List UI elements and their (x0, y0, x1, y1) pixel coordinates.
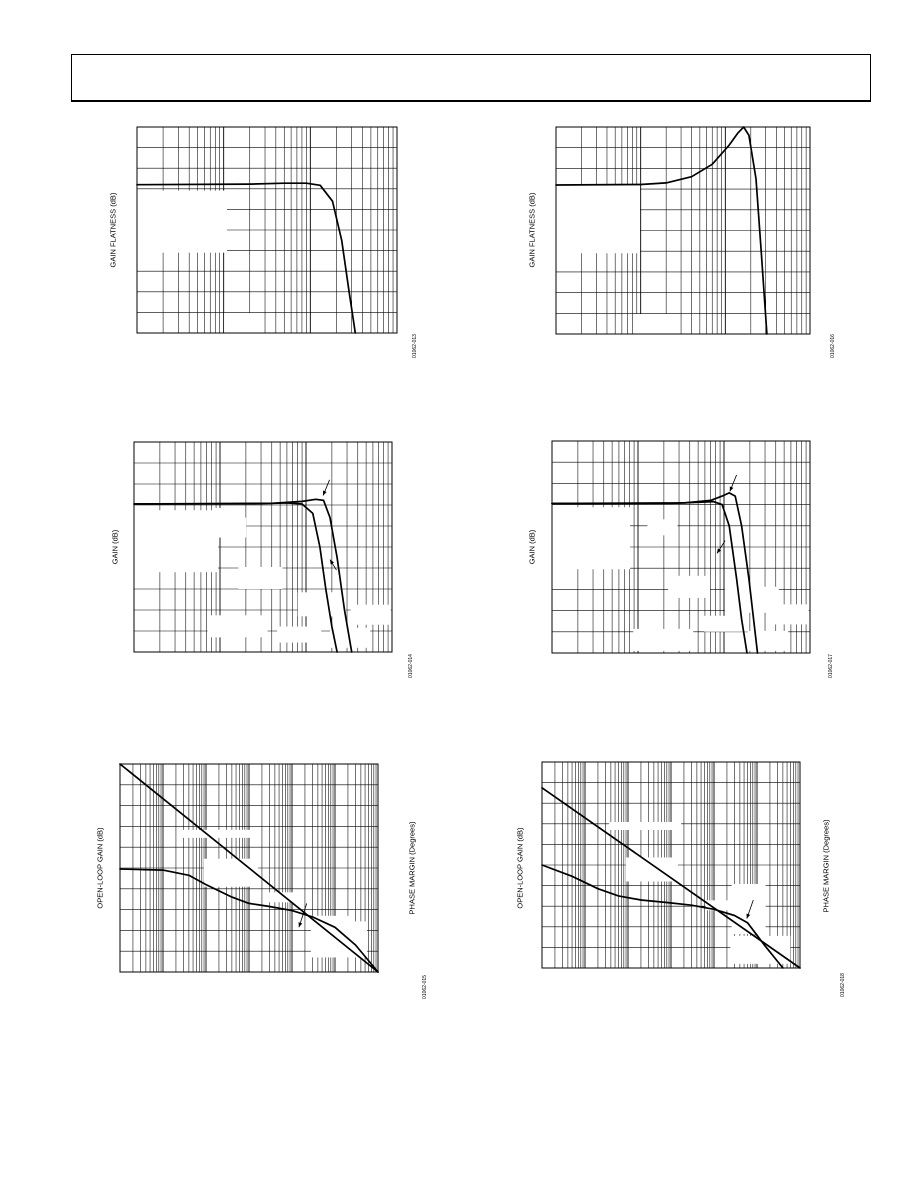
page-header-box (71, 54, 871, 102)
p3-arrow-0 (322, 479, 330, 496)
p1-label-area-0 (137, 190, 227, 253)
p6-y2label: PHASE MARGIN (Degrees) (821, 819, 831, 913)
p2-frame (555, 126, 811, 335)
p4-label-area-7 (768, 604, 809, 625)
p6-arrow-0 (746, 899, 754, 919)
p5-ylabel: OPEN-LOOP GAIN (dB) (95, 827, 105, 909)
p6-series-1 (541, 864, 784, 969)
p6-label-area-4 (705, 900, 736, 911)
chart-gain-right (551, 440, 811, 654)
p2-label-area-0 (556, 185, 640, 254)
p4-arrow-1 (716, 540, 726, 554)
p5-arrow-0 (298, 903, 308, 928)
p6-label-area-1 (609, 821, 682, 830)
p4-label-area-5 (647, 519, 678, 536)
p6-label-area-2 (731, 884, 766, 935)
p2-figure-id: 01062-016 (830, 334, 836, 358)
p4-label-area-2 (668, 575, 711, 598)
p6-figure-id: 01062-018 (840, 973, 846, 997)
p3-label-area-0 (134, 510, 218, 573)
chart-gain-flatness-left (136, 126, 398, 334)
p2-ylabel: GAIN FLATNESS (dB) (527, 192, 537, 268)
p2-label-area-1 (634, 314, 675, 334)
p3-label-area-6 (206, 517, 247, 538)
p1-series-0 (136, 182, 357, 334)
p4-frame (551, 440, 811, 654)
p5-frame (119, 763, 379, 973)
p3-arrow-1 (329, 559, 337, 571)
p4-label-area-6 (748, 630, 789, 651)
p5-label-area-1 (179, 829, 252, 838)
p3-label-area-8 (350, 604, 391, 625)
p5-figure-id: 01062-015 (422, 975, 428, 999)
p4-label-area-3 (704, 615, 749, 632)
p3-label-area-1 (207, 615, 268, 638)
p2-series-0 (555, 126, 768, 335)
p3-label-area-3 (277, 626, 322, 643)
p1-ylabel: GAIN FLATNESS (dB) (108, 192, 118, 268)
p1-figure-id: 01062-013 (412, 334, 418, 358)
p5-label-area-0 (203, 858, 258, 887)
p4-figure-id: 01062-017 (828, 654, 834, 678)
p6-series-0 (541, 786, 801, 969)
p4-label-area-1 (633, 628, 694, 651)
p3-series-1 (133, 498, 353, 653)
p1-frame (136, 126, 398, 334)
p5-series-0 (119, 763, 379, 973)
p3-figure-id: 01062-014 (408, 654, 414, 678)
p3-label-area-4 (297, 592, 346, 617)
p1-label-area-1 (224, 313, 265, 333)
p3-ylabel: GAIN (dB) (110, 529, 120, 565)
p6-ylabel: OPEN-LOOP GAIN (dB) (515, 827, 525, 909)
p5-label-area-4 (265, 892, 294, 903)
p4-ylabel: GAIN (dB) (527, 529, 537, 565)
p3-frame (133, 441, 393, 653)
p4-arrow-0 (729, 474, 737, 492)
p1-grid (137, 127, 397, 333)
chart-gain-left (133, 441, 393, 653)
chart-gain-flatness-right (555, 126, 811, 335)
p5-y2label: PHASE MARGIN (Degrees) (407, 821, 417, 915)
p4-label-area-0 (552, 507, 630, 570)
p4-series-1 (551, 492, 759, 654)
p6-frame (541, 761, 801, 969)
chart-open-loop-left (119, 763, 379, 973)
chart-open-loop-right (541, 761, 801, 969)
p3-label-area-2 (238, 567, 283, 589)
p5-series-1 (119, 868, 379, 973)
